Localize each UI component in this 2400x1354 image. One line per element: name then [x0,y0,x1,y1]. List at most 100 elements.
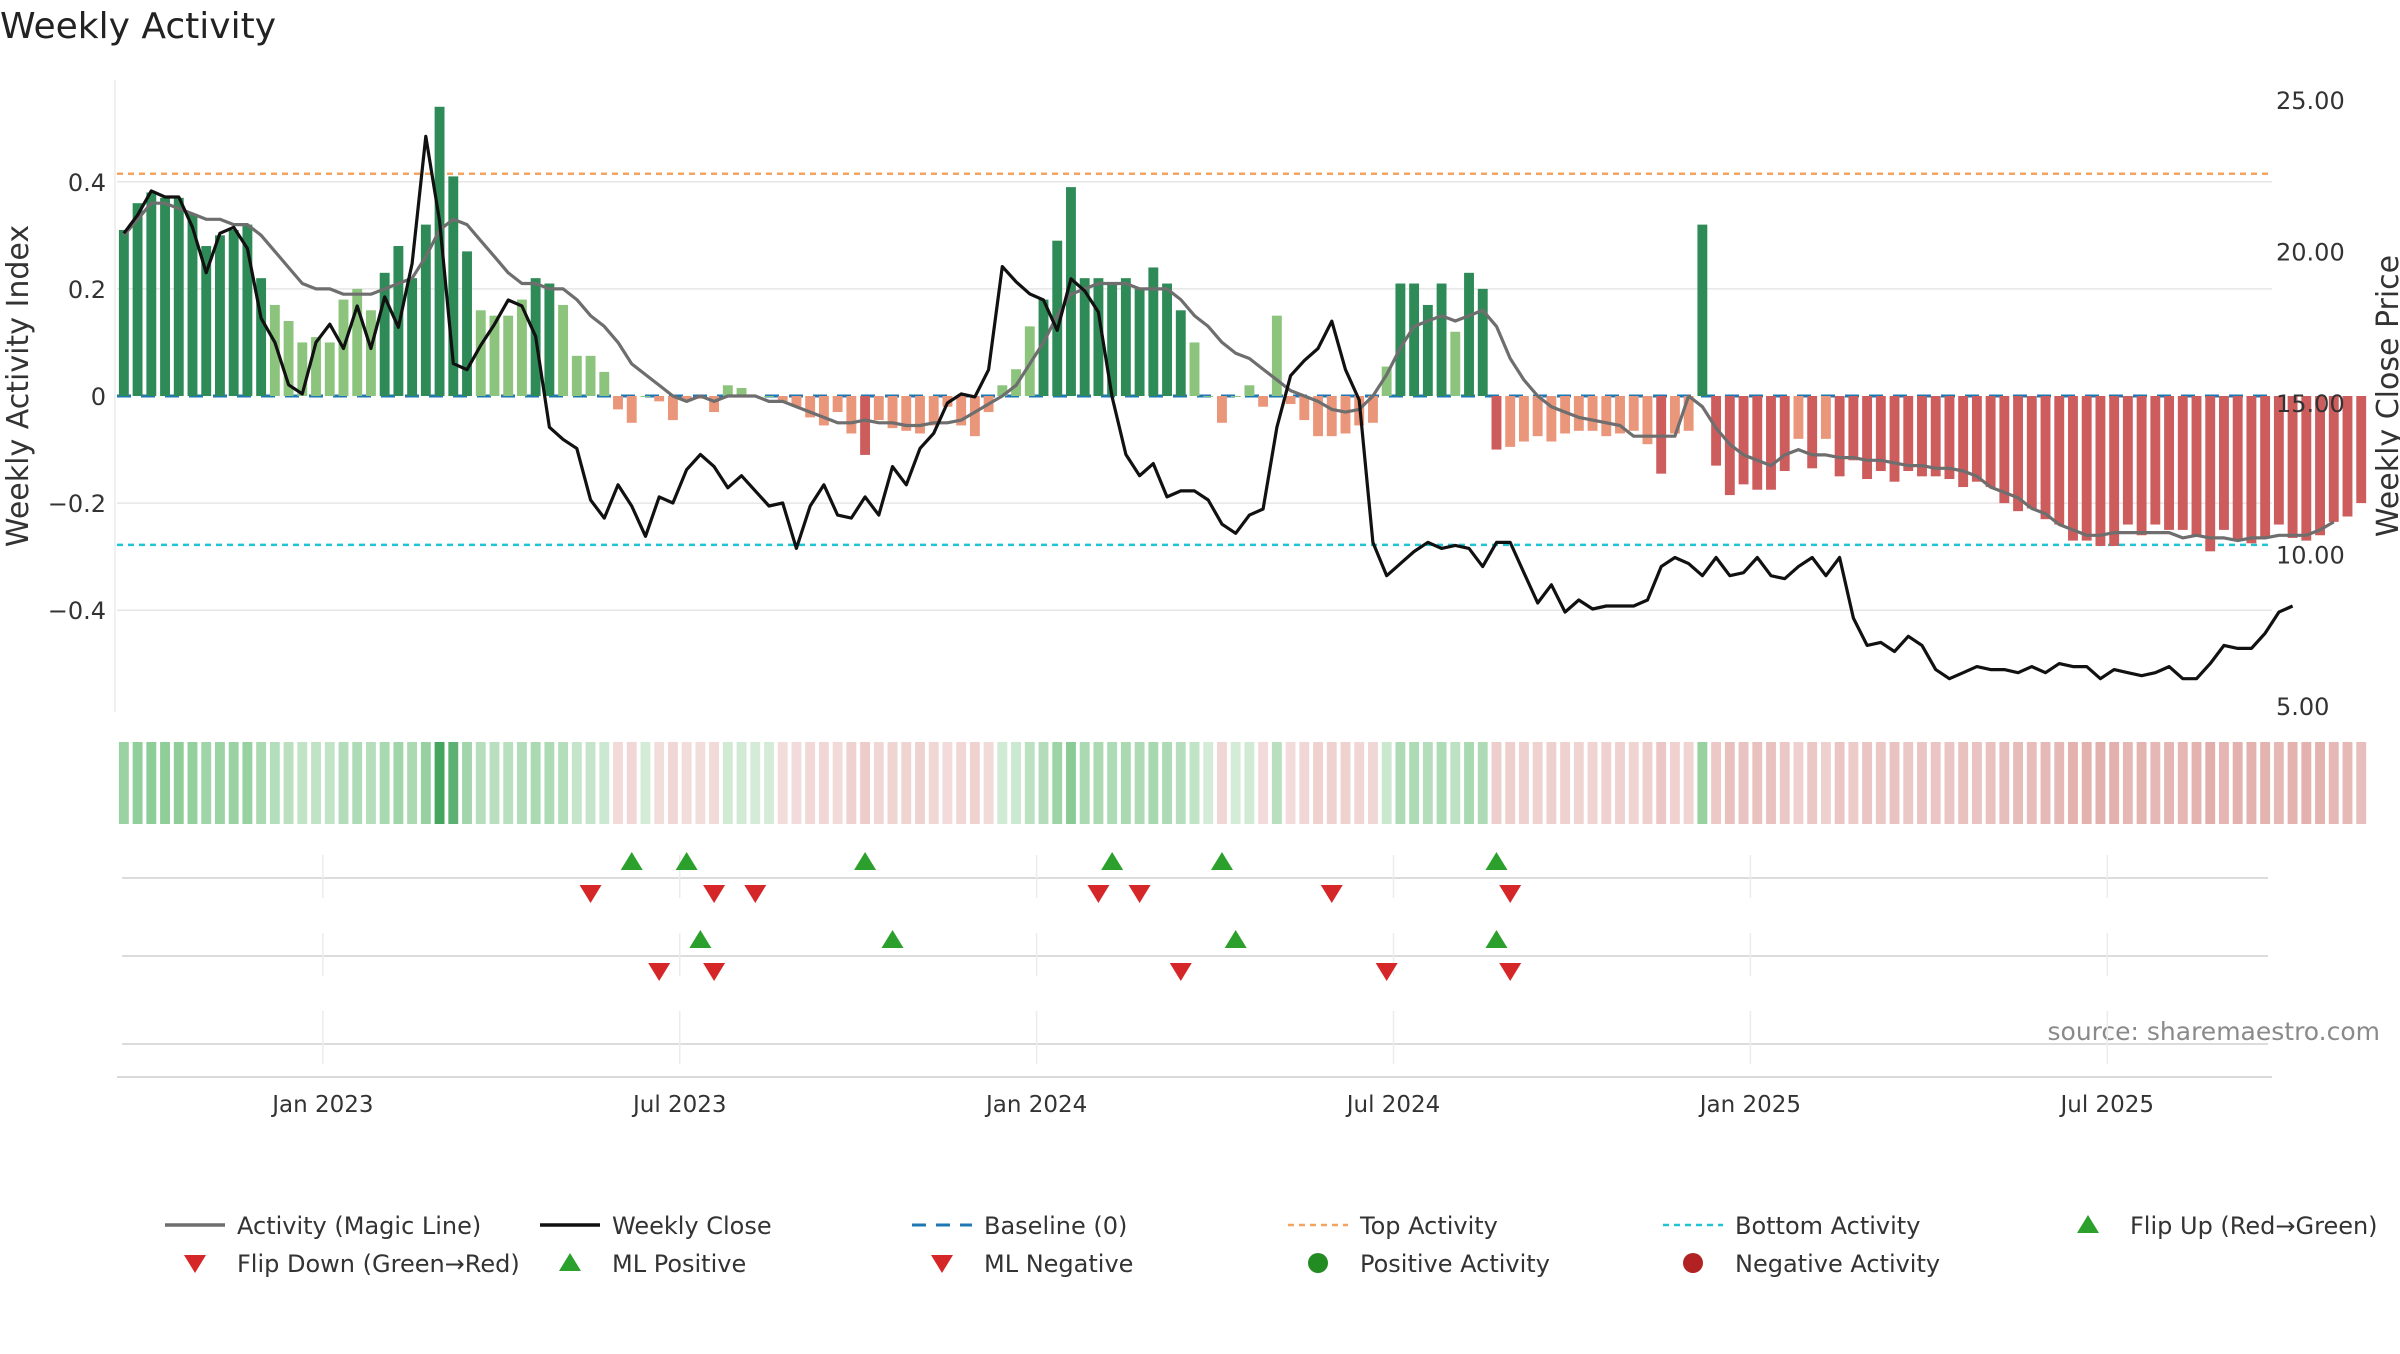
y2-tick-label: 20.00 [2276,239,2345,267]
activity-bar [269,304,280,396]
legend-label: Negative Activity [1735,1250,1940,1278]
strip-cell [1367,742,1378,824]
strip-cell [2013,742,2024,824]
strip-cell [2356,742,2367,824]
strip-cell [516,742,527,824]
strip-cell [448,742,459,824]
strip-cell [393,742,404,824]
activity-bar [860,396,871,455]
strip-cell [1477,742,1488,824]
strip-cell [2315,742,2325,824]
strip-cell [915,742,925,824]
strip-cell [352,742,363,824]
activity-bar [352,288,363,396]
strip-cell [2342,742,2353,824]
strip-cell [928,742,939,824]
activity-bar [1148,267,1159,396]
strip-cell [1889,742,1900,824]
activity-bar [118,229,129,396]
strip-cell [311,742,321,824]
activity-bar [379,272,390,396]
strip-cell [297,742,308,824]
activity-bar [2356,396,2367,504]
strip-cell [887,742,898,824]
activity-bar [489,315,500,396]
activity-bar [1505,396,1516,447]
x-tick-label: Jan 2024 [984,1092,1087,1118]
strip-cell [722,742,733,824]
strip-cell [2054,742,2065,824]
y-tick-label: −0.4 [48,597,106,625]
activity-bar [764,396,774,397]
activity-bar [365,310,376,396]
activity-bar [997,385,1008,396]
y-tick-label: −0.2 [48,490,106,518]
x-tick-label: Jul 2025 [2058,1092,2154,1118]
activity-bar [2342,396,2353,517]
strip-cell [365,742,376,824]
strip-cell [942,742,953,824]
strip-cell [338,742,349,824]
activity-bar [640,396,651,397]
activity-bar [448,176,459,396]
flip-up-marker [1101,852,1124,870]
activity-bar [2136,396,2147,536]
strip-cell [1313,742,1323,824]
strip-cell [585,742,596,824]
strip-cell [1395,742,1406,824]
strip-cell [2301,742,2312,824]
strip-cell [901,742,912,824]
signal-markers [579,852,1522,981]
strip-cell [1066,742,1076,824]
flip-down-marker [1499,885,1522,903]
strip-cell [1724,742,1735,824]
activity-bar [709,396,720,413]
activity-bar [1752,396,1763,490]
activity-bar [2095,396,2106,546]
strip-cell [1175,742,1186,824]
activity-bar [475,310,486,396]
strip-cell [1697,742,1708,824]
activity-bar [626,396,637,423]
strip-cell [1532,742,1543,824]
ml-negative-marker [1169,963,1192,981]
activity-bar [558,304,569,396]
activity-bar [1066,187,1076,396]
activity-bar [969,396,980,437]
strip-cell [1189,742,1200,824]
activity-bar [2328,396,2339,522]
strip-cell [1120,742,1131,824]
axes: −0.4 −0.2 0 0.2 0.4 5.00 10.00 15.00 20.00 25.00 J… [48,80,2345,1118]
strip-cell [1999,742,2010,824]
activity-bar [1985,396,1996,488]
activity-bar [915,396,925,434]
activity-bar [1395,283,1406,396]
activity-bar [434,106,445,396]
activity-bar [1217,396,1227,423]
activity-bars [118,106,2367,552]
strip-cell [1024,742,1035,824]
strip-cell [242,742,253,824]
activity-bar [1038,299,1049,396]
activity-bar [146,192,157,396]
activity-bar [1697,224,1708,396]
activity-bar [1669,396,1680,434]
legend-label: Weekly Close [612,1212,772,1240]
activity-bar [791,396,802,407]
strip-cell [640,742,651,824]
strip-cell [2287,742,2298,824]
strip-cell [1107,742,1118,824]
chart-title: Weekly Activity [0,6,276,47]
strip-cell [544,742,555,824]
activity-bar [2109,396,2120,546]
strip-cell [997,742,1008,824]
activity-bar [2315,396,2325,536]
activity-bar [407,278,418,396]
strip-cell [571,742,582,824]
strip-cell [1203,742,1214,824]
activity-bar [2081,396,2092,541]
strip-cell [1944,742,1955,824]
magic-line [122,201,2335,543]
activity-bar [1258,396,1269,407]
